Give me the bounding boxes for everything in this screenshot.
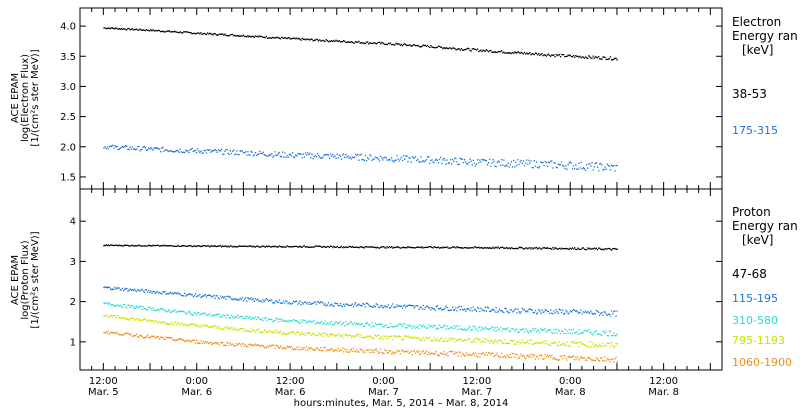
electron-legend-energy: Energy ran <box>732 29 798 43</box>
y-tick-label: 2.0 <box>60 142 76 153</box>
proton-legend-unit: [keV] <box>742 233 773 247</box>
proton-legend-title: Proton <box>732 205 771 219</box>
x-tick-date: Mar. 6 <box>181 387 212 398</box>
proton-ylabel-line1: ACE EPAM <box>10 255 21 305</box>
series-electron-38-53 <box>103 27 618 61</box>
proton-legend-energy: Energy ran <box>732 219 798 233</box>
proton-ylabel-line2: log(Proton Flux) <box>20 240 31 319</box>
electron-ylabel-line3: [1/(cm²s ster MeV)] <box>30 49 41 146</box>
x-tick-date: Mar. 5 <box>88 387 119 398</box>
electron-ylabel-line1: ACE EPAM <box>10 73 21 123</box>
proton-legend-item-1060-1900: 1060-1900 <box>732 356 792 369</box>
proton-legend-item-310-580: 310-580 <box>732 314 778 327</box>
series-proton-47-68 <box>103 244 618 251</box>
y-tick-label: 1 <box>70 337 76 348</box>
x-tick-date: Mar. 7 <box>368 387 399 398</box>
y-tick-label: 3.0 <box>60 82 76 93</box>
x-tick-time: 0:00 <box>185 376 207 387</box>
y-tick-label: 2.5 <box>60 112 76 123</box>
series-proton-795-1193 <box>103 314 618 348</box>
series-electron-175-315 <box>103 144 618 172</box>
electron-legend-title: Electron <box>732 15 781 29</box>
x-tick-date: Mar. 8 <box>555 387 586 398</box>
y-tick-label: 4 <box>70 217 76 228</box>
x-tick-time: 12:00 <box>89 376 118 387</box>
x-tick-time: 0:00 <box>559 376 581 387</box>
electron-legend-item-175-315: 175-315 <box>732 124 778 137</box>
electron-panel-frame <box>79 7 723 190</box>
proton-legend-item-115-195: 115-195 <box>732 292 778 305</box>
proton-legend-item-795-1193: 795-1193 <box>732 334 785 347</box>
x-tick-time: 0:00 <box>372 376 394 387</box>
y-tick-label: 3.5 <box>60 52 76 63</box>
x-axis-title: hours:minutes, Mar. 5, 2014 – Mar. 8, 20… <box>294 398 509 409</box>
proton-panel: 1 2 3 4 <box>70 189 723 370</box>
x-tick-time: 12:00 <box>276 376 305 387</box>
y-tick-label: 1.5 <box>60 172 76 183</box>
y-tick-label: 3 <box>70 257 76 268</box>
electron-panel: 1.5 2.0 2.5 3.0 3.5 4.0 <box>60 8 723 189</box>
electron-legend-unit: [keV] <box>742 43 773 57</box>
x-tick-date: Mar. 7 <box>462 387 493 398</box>
y-tick-label: 4.0 <box>60 22 76 33</box>
electron-ylabel-line2: log(Electron Flux) <box>20 54 31 142</box>
x-tick-time: 12:00 <box>649 376 678 387</box>
y-tick-label: 2 <box>70 297 76 308</box>
proton-legend-item-47-68: 47-68 <box>732 267 767 281</box>
proton-ylabel-line3: [1/(cm²s ster MeV)] <box>30 231 41 328</box>
series-proton-115-195 <box>103 286 618 317</box>
x-tick-date: Mar. 8 <box>648 387 679 398</box>
x-tick-time: 12:00 <box>462 376 491 387</box>
x-tick-date: Mar. 6 <box>275 387 306 398</box>
series-proton-310-580 <box>103 302 618 337</box>
series-proton-1060-1900 <box>103 330 618 363</box>
electron-legend-item-38-53: 38-53 <box>732 87 767 101</box>
proton-panel-frame <box>79 188 723 371</box>
